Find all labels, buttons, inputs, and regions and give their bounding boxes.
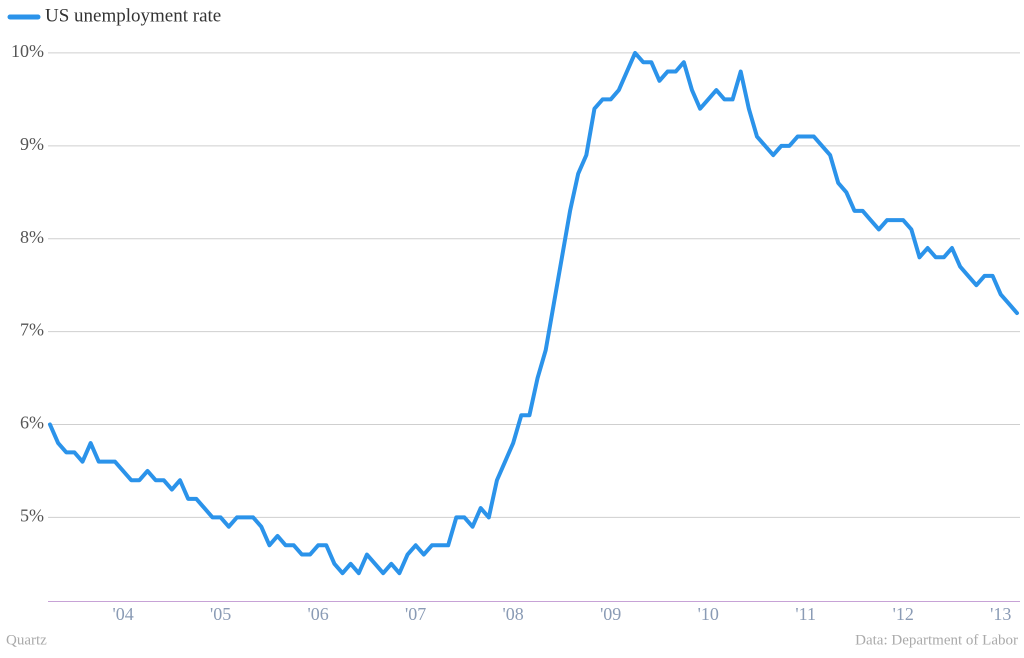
x-tick-label: '09 [600, 604, 621, 624]
y-tick-label: 9% [20, 134, 44, 154]
x-tick-label: '12 [893, 604, 914, 624]
legend-label: US unemployment rate [45, 5, 221, 26]
y-tick-label: 8% [20, 227, 44, 247]
x-tick-label: '06 [308, 604, 329, 624]
y-tick-label: 7% [20, 320, 44, 340]
x-tick-label: '08 [503, 604, 524, 624]
credit: Quartz [6, 632, 47, 648]
series-line [48, 50, 1019, 576]
y-tick-label: 5% [20, 506, 44, 526]
x-tick-label: '10 [698, 604, 719, 624]
x-tick-label: '07 [405, 604, 426, 624]
y-tick-label: 10% [11, 41, 44, 61]
y-tick-label: 6% [20, 413, 44, 433]
x-tick-label: '05 [210, 604, 231, 624]
x-tick-label: '13 [990, 604, 1011, 624]
x-tick-label: '04 [113, 604, 134, 624]
source: Data: Department of Labor [855, 632, 1018, 648]
x-tick-label: '11 [795, 604, 816, 624]
